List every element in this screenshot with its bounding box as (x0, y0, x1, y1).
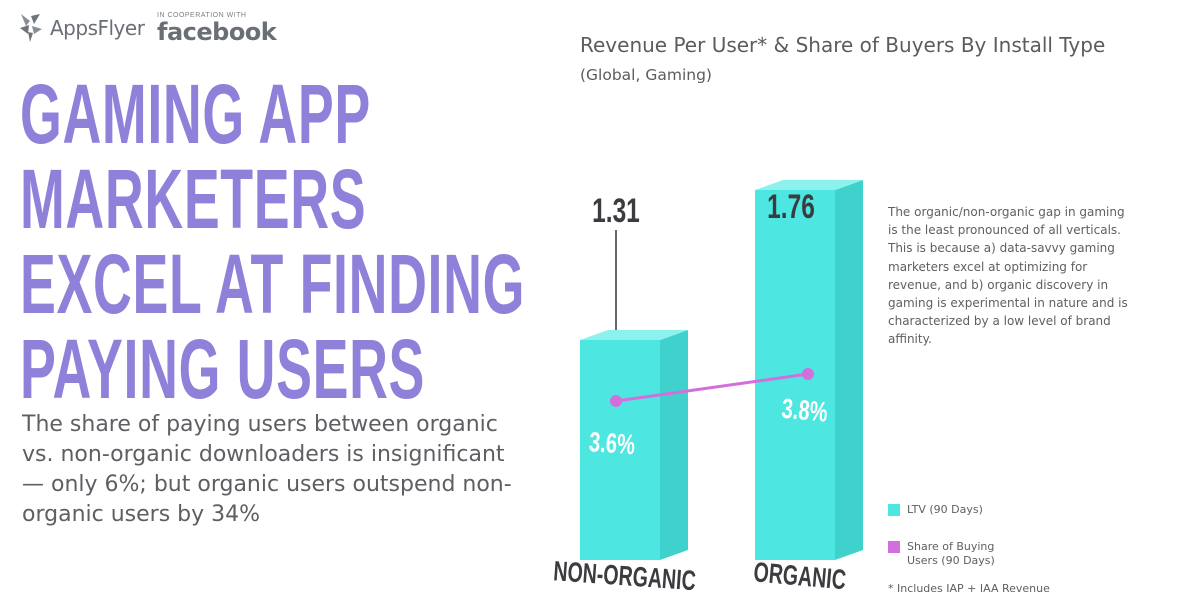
legend-item-ltv: LTV (90 Days) (888, 503, 1013, 517)
chart-note: The organic/non-organic gap in gaming is… (888, 205, 1128, 347)
legend-item-buyers: Share of Buying Users (90 Days) (888, 540, 1013, 568)
category-label: NON-ORGANIC (552, 556, 696, 597)
bar-value-label: 1.76 (767, 188, 815, 226)
chart-title: Revenue Per User* & Share of Buyers By I… (580, 33, 1106, 57)
cooperation-label: IN COOPERATION WITH (157, 12, 247, 19)
bar (580, 340, 660, 560)
legend-swatch-buyers (888, 541, 900, 553)
legend-label-ltv: LTV (90 Days) (907, 503, 983, 516)
appsflyer-logo: AppsFlyer (18, 12, 145, 44)
bar-top-face (755, 180, 863, 190)
category-label: ORGANIC (752, 557, 847, 596)
facebook-wordmark: facebook (157, 18, 277, 46)
ltv-chart: 1.31 NON-ORGANIC 1.76 ORGANIC 3.6% 3.8% (552, 180, 863, 597)
subtext: The share of paying users between organi… (22, 412, 512, 527)
share-line (615, 372, 809, 403)
chart-subtitle: (Global, Gaming) (580, 66, 712, 84)
headline-line: MARKETERS (20, 152, 367, 246)
appsflyer-wordmark: AppsFlyer (50, 16, 145, 40)
bar-side-face (660, 330, 688, 560)
share-point (802, 368, 814, 380)
footnote: * Includes IAP + IAA Revenue (888, 582, 1050, 595)
legend-label-buyers: Share of Buying Users (90 Days) (907, 540, 995, 567)
bar-top-face (580, 330, 688, 340)
share-point (610, 395, 622, 407)
cooperation-block: IN COOPERATION WITH facebook (157, 12, 277, 46)
headline: GAMING APP MARKETERS EXCEL AT FINDING PA… (20, 67, 526, 416)
share-value-label: 3.6% (588, 427, 636, 461)
bar-value-label: 1.31 (592, 192, 640, 230)
headline-line: GAMING APP (20, 67, 371, 161)
legend-swatch-ltv (888, 504, 900, 516)
bar-side-face (835, 180, 863, 560)
share-value-label: 3.8% (780, 394, 829, 429)
headline-line: PAYING USERS (20, 322, 426, 416)
headline-line: EXCEL AT FINDING (20, 237, 526, 331)
appsflyer-icon (20, 14, 42, 42)
legend: LTV (90 Days) Share of Buying Users (90 … (888, 503, 1013, 568)
